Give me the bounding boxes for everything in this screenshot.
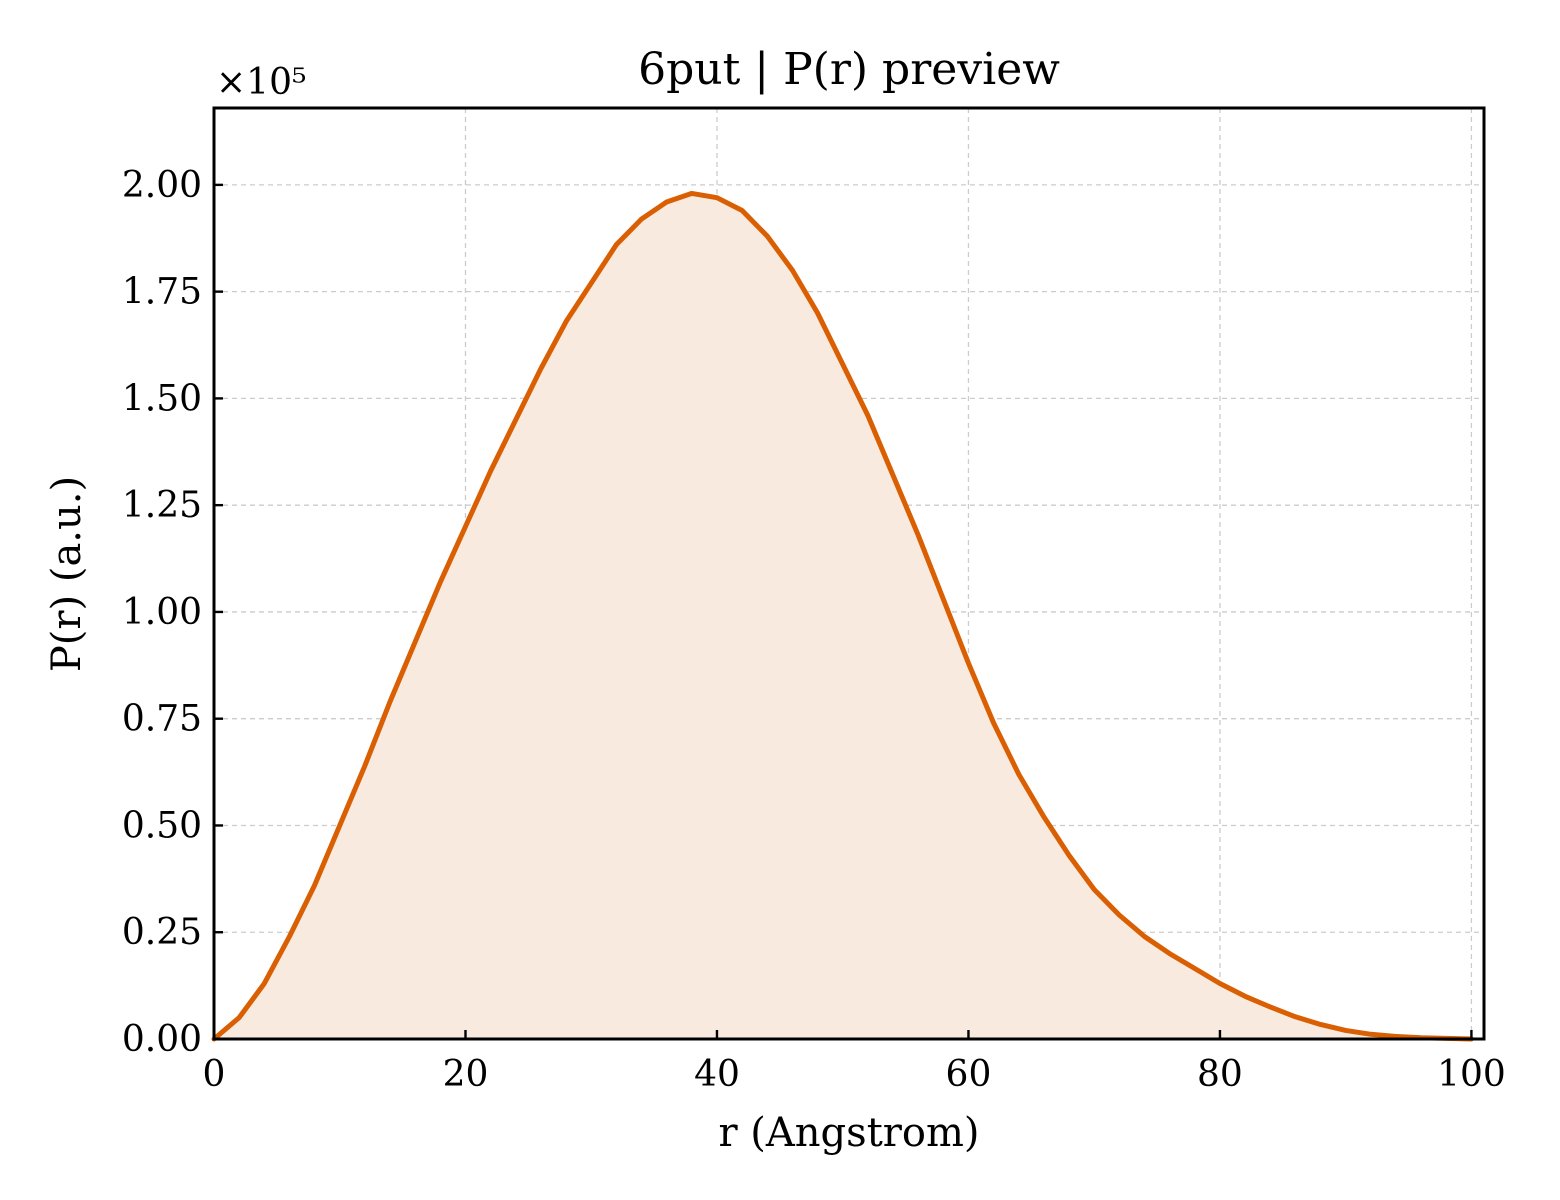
x-tick-label: 60 bbox=[946, 1054, 992, 1095]
plot-frame bbox=[212, 106, 1486, 1041]
y-axis-multiplier: ×10⁵ bbox=[216, 62, 306, 103]
x-tick-label: 0 bbox=[203, 1054, 226, 1095]
y-tick-label: 1.75 bbox=[122, 272, 202, 313]
y-tick-label: 0.75 bbox=[122, 699, 202, 740]
y-tick-label: 1.25 bbox=[122, 485, 202, 526]
y-tick-label: 1.50 bbox=[122, 378, 202, 419]
y-tick-label: 0.25 bbox=[122, 912, 202, 953]
x-tick-label: 100 bbox=[1437, 1054, 1506, 1095]
series-area-fill bbox=[214, 193, 1472, 1039]
x-tick-label: 80 bbox=[1197, 1054, 1243, 1095]
chart-title: 6put | P(r) preview bbox=[638, 44, 1060, 95]
y-tick-label: 0.50 bbox=[122, 805, 202, 846]
axis-ticks bbox=[212, 183, 1473, 1041]
x-tick-label: 40 bbox=[694, 1054, 740, 1095]
series-line bbox=[211, 190, 1474, 1042]
y-tick-label: 0.00 bbox=[122, 1019, 202, 1060]
y-tick-label: 1.00 bbox=[122, 592, 202, 633]
x-axis-label: r (Angstrom) bbox=[718, 1110, 979, 1156]
x-tick-label: 20 bbox=[443, 1054, 489, 1095]
axis-tick-labels: 0 20 40 60 80 100 0.00 0.25 0.50 0.75 1.00 1.25 1.50… bbox=[122, 165, 1506, 1095]
y-axis-label: P(r) (a.u.) bbox=[44, 476, 90, 672]
y-tick-label: 2.00 bbox=[122, 165, 202, 206]
